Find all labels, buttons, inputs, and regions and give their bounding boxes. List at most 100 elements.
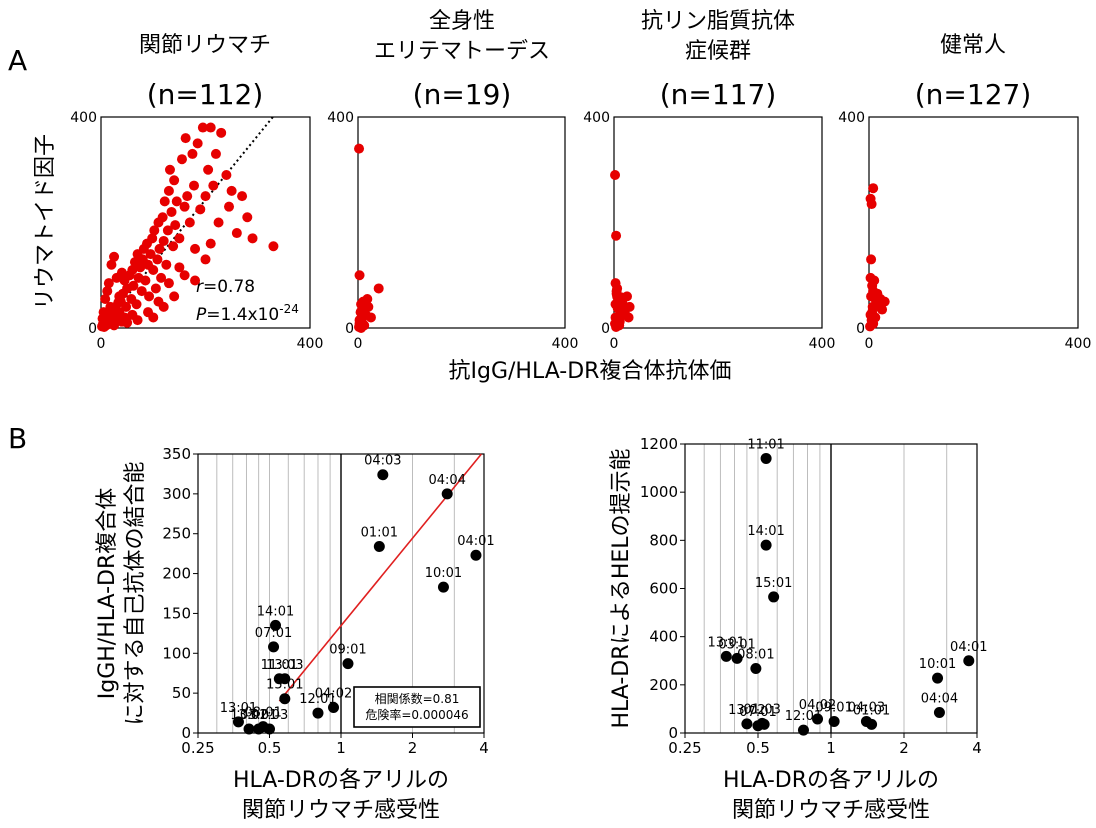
point-label: 10:01	[919, 657, 956, 672]
data-point	[731, 652, 743, 664]
data-point	[187, 148, 198, 159]
x-tick-label: 0	[610, 336, 619, 352]
hla-plot-2: 0.25 0.5 1 2 4 0 200 400 600 800 1000 1200 HLA-DRの各ア…	[609, 435, 988, 823]
panel-a-xlabel: 抗IgG/HLA-DR複合体抗体価	[449, 359, 732, 384]
plot-frame	[868, 116, 1079, 329]
chart-title-line: 症候群	[685, 39, 751, 64]
data-point	[866, 254, 877, 265]
data-point	[797, 724, 809, 736]
point-label: 01:01	[361, 525, 398, 540]
data-point	[171, 196, 182, 207]
y-tick-label: 400	[649, 628, 678, 646]
p-exponent: -24	[279, 302, 299, 316]
data-point	[113, 297, 124, 308]
data-point	[140, 275, 151, 286]
y-tick-label: 400	[70, 110, 97, 126]
stats-text: 相関係数=0.81	[375, 691, 460, 706]
data-point	[614, 316, 625, 327]
point-label: 07:01	[255, 626, 292, 641]
r-symbol: r	[196, 277, 204, 297]
data-point	[162, 225, 173, 236]
data-point	[102, 286, 113, 297]
data-point	[190, 243, 201, 254]
data-point	[127, 264, 138, 275]
point-label: 03:01	[718, 637, 755, 652]
point-label: 13:01	[708, 635, 745, 650]
x-tick-label: 0.25	[181, 739, 214, 757]
x-tick-label: 0.5	[746, 739, 770, 757]
data-point	[170, 220, 181, 231]
data-point	[176, 154, 187, 165]
x-tick-label: 4	[972, 739, 982, 757]
y-tick-label: 800	[649, 531, 678, 549]
data-point	[192, 138, 203, 149]
data-point	[182, 191, 193, 202]
data-point	[103, 278, 114, 289]
data-point	[221, 170, 232, 181]
data-point	[159, 196, 170, 207]
chart-n-label: (n=127)	[915, 78, 1032, 111]
data-point	[872, 288, 883, 299]
point-label: 07:01	[739, 705, 776, 720]
x-tick-label: 1	[336, 739, 346, 757]
chart-title-line: 抗リン脂質抗体	[641, 9, 795, 34]
data-point	[208, 180, 219, 191]
data-point	[264, 723, 275, 735]
data-point	[105, 301, 116, 312]
data-point	[612, 283, 623, 294]
y-tick-label: 0	[345, 321, 354, 337]
data-point	[156, 272, 167, 283]
x-tick-label: 400	[552, 336, 579, 352]
data-point	[470, 549, 482, 561]
point-label: 04:03	[848, 700, 885, 715]
hla-plot-1: 0.25 0.5 1 2 4 0 50 100 150 200 250 300 350 HLA-DRの各ア…	[95, 445, 495, 823]
x-tick-label: 0.25	[668, 739, 701, 757]
y-tick-label: 300	[162, 485, 191, 503]
data-point	[867, 301, 878, 312]
data-point	[195, 204, 206, 215]
data-point	[828, 715, 840, 727]
data-point	[231, 228, 242, 239]
x-tick-label: 4	[479, 739, 489, 757]
data-point	[377, 469, 389, 481]
point-label: 04:01	[950, 640, 987, 655]
y-tick-label: 0	[856, 321, 865, 337]
data-point	[179, 201, 190, 212]
x-tick-label: 400	[809, 336, 836, 352]
point-label: 11:01	[747, 437, 784, 452]
data-point	[865, 321, 876, 332]
x-tick-label: 0	[97, 336, 106, 352]
point-label: 15:01	[266, 678, 303, 693]
data-point	[354, 143, 365, 154]
point-label: 11:01	[261, 658, 298, 673]
data-point	[866, 199, 877, 210]
data-point	[869, 275, 880, 286]
data-point	[237, 191, 248, 202]
plot-frame	[357, 116, 566, 329]
x-axis-label-line: 関節リウマチ感受性	[242, 798, 440, 823]
data-point	[131, 299, 142, 310]
data-point	[365, 312, 376, 323]
data-point	[161, 259, 172, 270]
y-tick-label: 0	[668, 724, 678, 742]
data-point	[226, 185, 237, 196]
data-point	[611, 230, 622, 241]
data-point	[158, 301, 169, 312]
y-tick-label: 1200	[640, 435, 678, 453]
data-point	[933, 707, 945, 719]
data-point	[879, 296, 890, 307]
point-label: 13:01	[220, 701, 257, 716]
data-point	[189, 180, 200, 191]
data-point	[121, 301, 132, 312]
data-point	[150, 283, 161, 294]
data-point	[109, 320, 120, 331]
data-point	[148, 312, 159, 323]
chart-n-label: (n=112)	[147, 78, 264, 111]
x-tick-label: 0.5	[258, 739, 282, 757]
data-point	[163, 278, 174, 289]
point-label: 04:04	[428, 473, 465, 488]
data-point	[179, 270, 190, 281]
r-value: =0.78	[203, 277, 255, 297]
data-point	[243, 723, 255, 735]
data-point	[224, 201, 235, 212]
